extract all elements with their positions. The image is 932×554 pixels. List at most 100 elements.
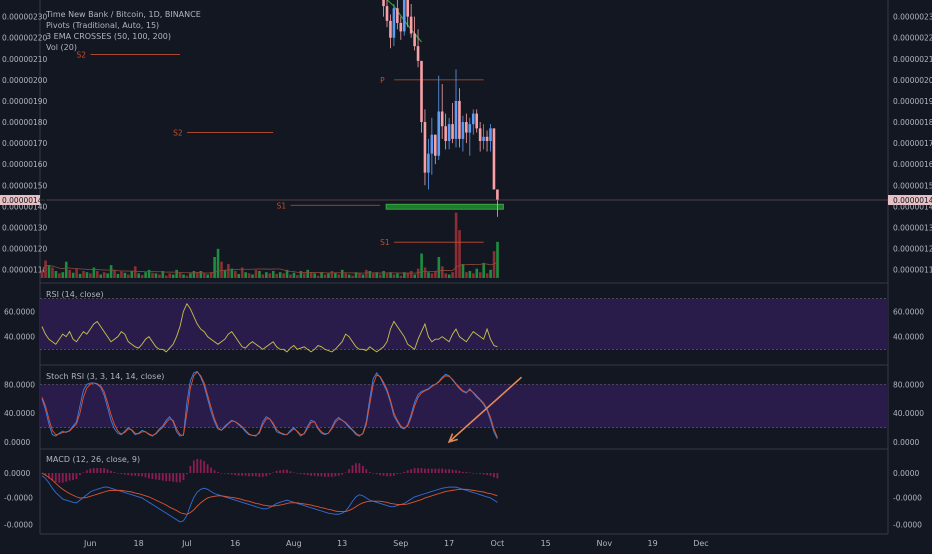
macd-histogram-bar (130, 473, 133, 476)
rsi-tick-left: 60.0000 (4, 307, 35, 316)
volume-bar (54, 271, 58, 278)
macd-histogram-bar (486, 473, 488, 476)
macd-histogram-bar (317, 473, 319, 477)
macd-histogram-bar (493, 473, 495, 478)
candle-body (482, 136, 485, 141)
candle-body (478, 128, 482, 141)
volume-bar (206, 274, 209, 278)
rsi-line (41, 302, 498, 353)
legend-pivots[interactable]: Pivots (Traditional, Auto, 15) (46, 21, 160, 30)
volume-bar (82, 271, 85, 278)
volume-bar (161, 271, 165, 278)
candle-body (447, 124, 451, 141)
x-axis-tick-label: 15 (541, 539, 551, 548)
stoch-tick-right: 0.0000 (893, 438, 919, 447)
rsi-title[interactable]: RSI (14, close) (46, 290, 104, 299)
volume-bar (306, 269, 310, 278)
pivot-label: P (380, 76, 385, 85)
macd-histogram-bar (165, 473, 168, 482)
volume-bar (64, 261, 68, 278)
volume-bar (289, 274, 292, 278)
volume-bar (192, 271, 196, 278)
candle-body (489, 128, 492, 141)
volume-bar (85, 272, 89, 278)
macd-histogram-bar (75, 473, 78, 479)
macd-histogram-bar (303, 473, 306, 475)
candle-body (440, 111, 444, 127)
volume-bar (113, 269, 116, 278)
macd-histogram-bar (372, 473, 375, 474)
volume-bar (447, 274, 451, 278)
volume-bar (147, 269, 151, 278)
macd-histogram-bar (358, 463, 361, 473)
volume-bar (416, 268, 420, 278)
macd-histogram-bar (217, 471, 219, 473)
candle-body (471, 113, 475, 125)
volume-bar (144, 272, 147, 278)
stoch-rsi-title[interactable]: Stoch RSI (3, 3, 14, 14, close) (46, 372, 165, 381)
macd-histogram-bar (175, 473, 178, 483)
macd-tick-right: -0.0000 (893, 521, 922, 530)
legend-symbol[interactable]: Time New Bank / Bitcoin, 1D, BINANCE (46, 10, 201, 19)
volume-bar (51, 267, 54, 278)
volume-bar (451, 272, 454, 278)
price-tick-left: 0.00000130 (2, 223, 48, 232)
volume-bar (154, 273, 158, 278)
stoch-tick-right: 80.0000 (893, 380, 924, 389)
volume-bar (40, 271, 44, 278)
legend-ema[interactable]: 3 EMA CROSSES (50, 100, 200) (46, 32, 172, 41)
volume-bar (323, 274, 327, 278)
x-axis-tick-label: Nov (597, 539, 613, 548)
volume-bar (278, 272, 282, 278)
macd-histogram-bar (475, 473, 478, 474)
macd-histogram-bar (48, 473, 50, 479)
volume-bar (158, 274, 161, 278)
macd-histogram-bar (268, 473, 271, 475)
candle-body (434, 134, 437, 156)
macd-histogram-bar (482, 473, 485, 475)
volume-bar (365, 269, 368, 278)
candle-body (458, 100, 461, 139)
pivot-label: S1 (380, 238, 390, 247)
x-axis-tick-label: Sep (393, 539, 408, 548)
macd-histogram-bar (137, 473, 140, 477)
macd-tick-right: -0.0000 (893, 493, 922, 502)
macd-tick-left: 0.0000 (4, 469, 30, 478)
volume-bar (268, 273, 272, 278)
macd-histogram-bar (496, 473, 499, 479)
macd-title[interactable]: MACD (12, 26, close, 9) (46, 455, 141, 464)
volume-bar (227, 264, 230, 278)
macd-histogram-bar (255, 473, 257, 477)
macd-histogram-bar (68, 473, 71, 481)
volume-bar (368, 271, 372, 278)
volume-bar (109, 265, 113, 278)
stoch-tick-left: 80.0000 (4, 380, 35, 389)
macd-histogram-bar (168, 473, 171, 482)
volume-bar (271, 271, 275, 278)
volume-bar (299, 271, 303, 278)
price-tick-right: 0.00000110 (893, 266, 932, 275)
x-axis-tick-label: Oct (490, 539, 504, 548)
rsi-tick-right: 40.0000 (893, 333, 924, 342)
macd-histogram-bar (120, 473, 123, 475)
candle-body (461, 122, 465, 139)
volume-bar (230, 268, 234, 278)
macd-histogram-bar (472, 473, 475, 474)
legend-volume[interactable]: Vol (20) (46, 43, 77, 52)
macd-histogram-bar (127, 473, 130, 476)
last-price-label-right: 0.00000143 (893, 196, 932, 205)
price-tick-right: 0.00000160 (893, 160, 932, 169)
macd-histogram-bar (386, 473, 388, 477)
macd-histogram-bar (444, 469, 447, 473)
candle-body (416, 46, 420, 61)
macd-histogram-bar (158, 473, 161, 481)
volume-bar (320, 272, 323, 278)
volume-bar (361, 274, 365, 278)
volume-bar (385, 273, 389, 278)
macd-histogram-bar (61, 473, 64, 483)
volume-bar (261, 274, 265, 278)
macd-histogram-bar (279, 470, 281, 473)
volume-bar (303, 273, 306, 278)
volume-bar (140, 275, 144, 278)
macd-histogram-bar (203, 461, 206, 473)
